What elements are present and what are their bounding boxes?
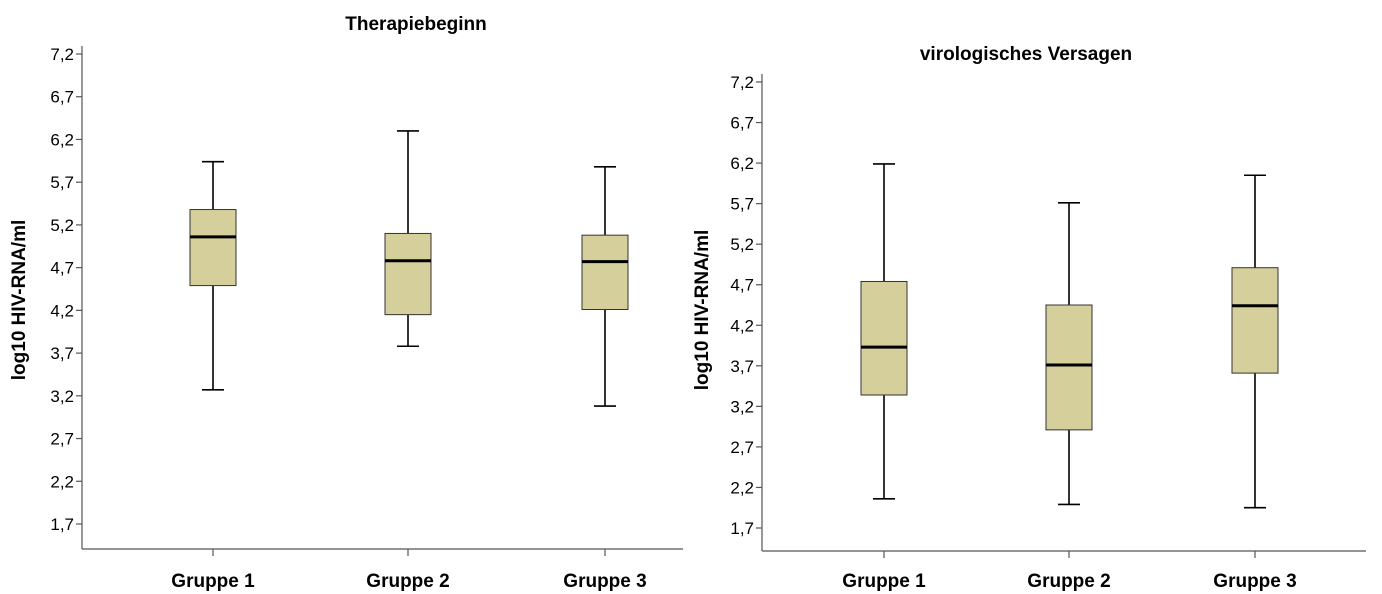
- y-tick-label: 3,7: [730, 357, 754, 376]
- y-tick-label: 2,2: [730, 478, 754, 497]
- x-tick-label: Gruppe 3: [1213, 571, 1296, 592]
- y-tick-label: 2,7: [730, 438, 754, 457]
- chart-panel-virologisches-versagen: virologisches Versagen log10 HIV-RNA/ml …: [692, 44, 1366, 592]
- y-tick-label: 4,2: [50, 301, 74, 320]
- chart-title: Therapiebeginn: [345, 14, 486, 35]
- y-tick-label: 6,7: [50, 88, 74, 107]
- box-plot-3: [1231, 174, 1279, 509]
- iqr-box: [189, 209, 237, 287]
- y-tick-label: 4,2: [730, 316, 754, 335]
- x-tick-label: Gruppe 3: [563, 571, 646, 592]
- y-tick-label: 3,2: [730, 397, 754, 416]
- y-tick-label: 6,2: [50, 130, 74, 149]
- y-tick-label: 3,2: [50, 387, 74, 406]
- iqr-box: [1231, 267, 1279, 374]
- y-tick-label: 2,7: [50, 430, 74, 449]
- y-tick-label: 4,7: [730, 276, 754, 295]
- y-tick-label: 6,2: [730, 154, 754, 173]
- y-tick-label: 2,2: [50, 472, 74, 491]
- y-tick-label: 1,7: [730, 519, 754, 538]
- y-tick-label: 1,7: [50, 515, 74, 534]
- y-tick-label: 7,2: [50, 45, 74, 64]
- x-tick-label: Gruppe 2: [366, 571, 449, 592]
- y-tick-label: 3,7: [50, 344, 74, 363]
- x-tick-label: Gruppe 1: [842, 571, 926, 592]
- y-tick-label: 5,7: [730, 195, 754, 214]
- y-tick-label: 5,7: [50, 173, 74, 192]
- box-plots: [189, 130, 629, 407]
- iqr-box: [860, 280, 908, 396]
- x-tick-label: Gruppe 2: [1027, 571, 1110, 592]
- y-axis-label: log10 HIV-RNA/ml: [9, 220, 30, 380]
- box-plot-1: [860, 163, 908, 500]
- y-tick-label: 7,2: [730, 73, 754, 92]
- axes: 7,2 6,7 6,2 5,7 5,2 4,7 4,2 3,7 3,2 2,7 2,2 1,7 Grup…: [50, 45, 683, 592]
- y-tick-label: 4,7: [50, 259, 74, 278]
- y-axis-label: log10 HIV-RNA/ml: [692, 230, 713, 390]
- box-plots: [860, 163, 1279, 509]
- iqr-box: [384, 232, 432, 316]
- box-plot-1: [189, 160, 237, 391]
- axes: 7,2 6,7 6,2 5,7 5,2 4,7 4,2 3,7 3,2 2,7 2,2 1,7 Grup…: [730, 73, 1366, 592]
- y-tick-label: 5,2: [730, 235, 754, 254]
- chart-panel-therapiebeginn: Therapiebeginn log10 HIV-RNA/ml 7,2 6,7 6,…: [9, 14, 683, 592]
- box-plot-2: [384, 130, 432, 348]
- y-tick-label: 6,7: [730, 114, 754, 133]
- iqr-box: [1045, 304, 1093, 431]
- y-tick-label: 5,2: [50, 216, 74, 235]
- x-tick-label: Gruppe 1: [171, 571, 255, 592]
- iqr-box: [581, 234, 629, 311]
- box-plot-3: [581, 166, 629, 407]
- chart-title: virologisches Versagen: [920, 44, 1132, 65]
- box-plot-2: [1045, 202, 1093, 506]
